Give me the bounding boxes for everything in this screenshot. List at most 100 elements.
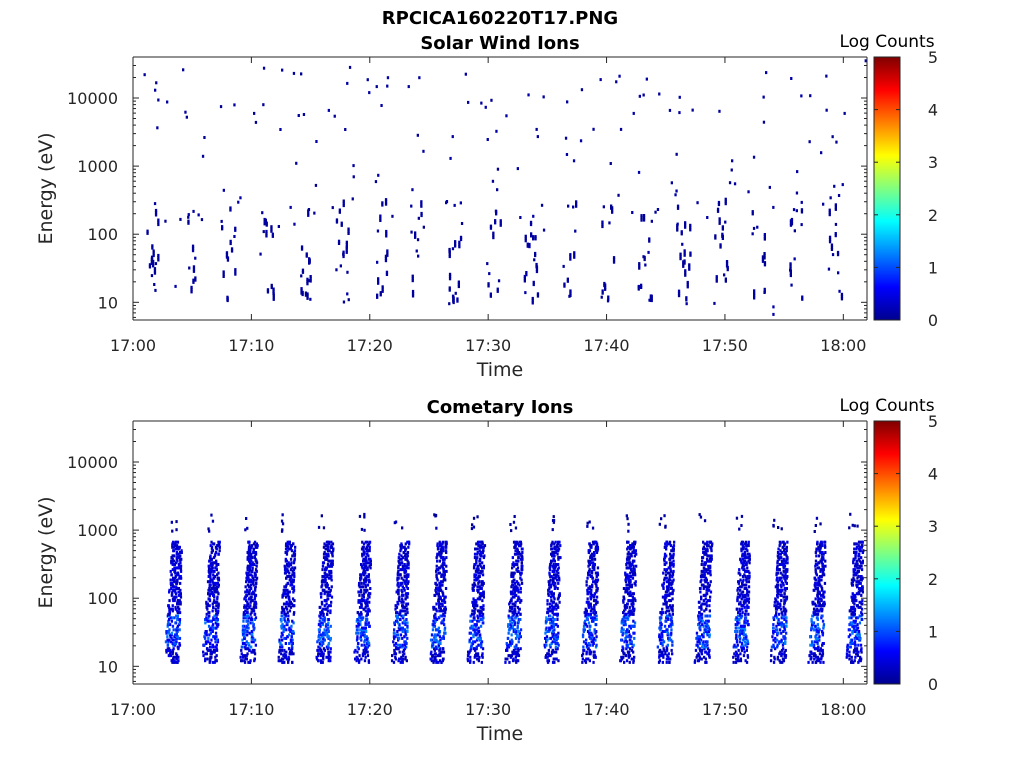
data-cell	[698, 657, 701, 661]
data-cell	[402, 600, 405, 604]
data-cell	[208, 571, 211, 575]
data-cell	[448, 250, 451, 254]
data-cell	[507, 623, 510, 627]
data-cell	[629, 578, 632, 582]
data-cell	[402, 545, 405, 549]
data-cell	[422, 225, 425, 229]
data-cell	[405, 659, 408, 663]
data-cell	[514, 659, 517, 663]
data-cell	[280, 614, 284, 618]
data-cell	[290, 643, 294, 647]
data-cell	[672, 552, 675, 556]
data-cell	[665, 605, 668, 609]
data-cell	[584, 623, 588, 627]
data-cell	[323, 575, 326, 578]
data-cell	[473, 599, 476, 603]
data-cell	[308, 261, 311, 265]
data-cell	[622, 623, 625, 627]
data-cell	[398, 650, 401, 654]
data-cell	[271, 234, 274, 238]
data-cell	[435, 526, 438, 530]
data-cell	[344, 128, 347, 131]
data-cell	[555, 657, 558, 661]
data-cell	[173, 566, 176, 570]
data-cell	[587, 573, 590, 577]
data-cell	[397, 556, 400, 560]
data-cell	[448, 275, 452, 278]
data-cell	[706, 592, 709, 596]
data-cell	[252, 549, 255, 553]
data-cell	[513, 552, 517, 556]
data-cell	[591, 585, 594, 589]
data-cell	[218, 545, 221, 549]
data-cell	[356, 636, 359, 640]
data-cell	[207, 592, 210, 596]
data-cell	[247, 626, 250, 630]
data-cell	[243, 628, 247, 632]
data-cell	[621, 645, 624, 649]
data-cell	[214, 590, 217, 594]
data-cell	[406, 611, 409, 615]
data-cell	[707, 624, 710, 628]
data-cell	[171, 652, 174, 656]
data-cell	[394, 520, 398, 524]
data-cell	[215, 635, 218, 639]
data-cell	[363, 569, 367, 573]
data-cell	[667, 580, 670, 584]
data-cell	[442, 575, 445, 578]
data-cell	[521, 568, 524, 572]
data-cell	[386, 251, 389, 255]
data-cell	[402, 568, 405, 572]
data-cell	[434, 581, 437, 585]
data-cell	[171, 642, 174, 645]
data-cell	[358, 585, 361, 589]
data-cell	[359, 588, 363, 592]
data-cell	[472, 597, 475, 601]
data-cell	[672, 578, 675, 582]
data-cell	[218, 549, 221, 553]
data-cell	[702, 545, 705, 549]
data-cell	[663, 624, 667, 628]
data-cell	[487, 284, 490, 288]
data-cell	[211, 590, 214, 594]
data-cell	[548, 618, 551, 621]
data-cell	[511, 583, 514, 587]
data-cell	[556, 618, 559, 621]
data-cell	[594, 602, 598, 606]
data-cell	[631, 569, 634, 573]
data-cell	[506, 636, 510, 640]
data-cell	[433, 648, 436, 652]
data-cell	[477, 571, 480, 575]
data-cell	[152, 249, 155, 253]
data-cell	[587, 564, 590, 568]
data-cell	[701, 583, 704, 587]
data-cell	[511, 566, 514, 570]
data-cell	[364, 585, 367, 589]
data-cell	[589, 604, 592, 608]
data-cell	[252, 609, 256, 613]
data-cell	[554, 645, 558, 649]
data-cell	[154, 288, 157, 292]
data-cell	[476, 631, 479, 635]
data-cell	[510, 624, 513, 628]
data-cell	[360, 573, 363, 577]
data-cell	[492, 236, 495, 240]
data-cell	[326, 612, 329, 616]
data-cell	[622, 595, 625, 599]
data-cell	[404, 549, 407, 553]
data-cell	[283, 607, 286, 611]
data-cell	[444, 545, 447, 549]
data-cell	[734, 645, 738, 649]
data-cell	[251, 581, 255, 585]
data-cell	[208, 575, 211, 578]
data-cell	[327, 542, 330, 546]
data-cell	[470, 626, 473, 630]
data-cell	[472, 616, 475, 620]
data-cell	[622, 650, 625, 654]
data-cell	[510, 573, 513, 577]
data-cell	[436, 554, 439, 558]
data-cell	[168, 588, 171, 592]
data-cell	[638, 262, 641, 266]
data-cell	[469, 659, 472, 663]
data-cell	[362, 542, 366, 546]
